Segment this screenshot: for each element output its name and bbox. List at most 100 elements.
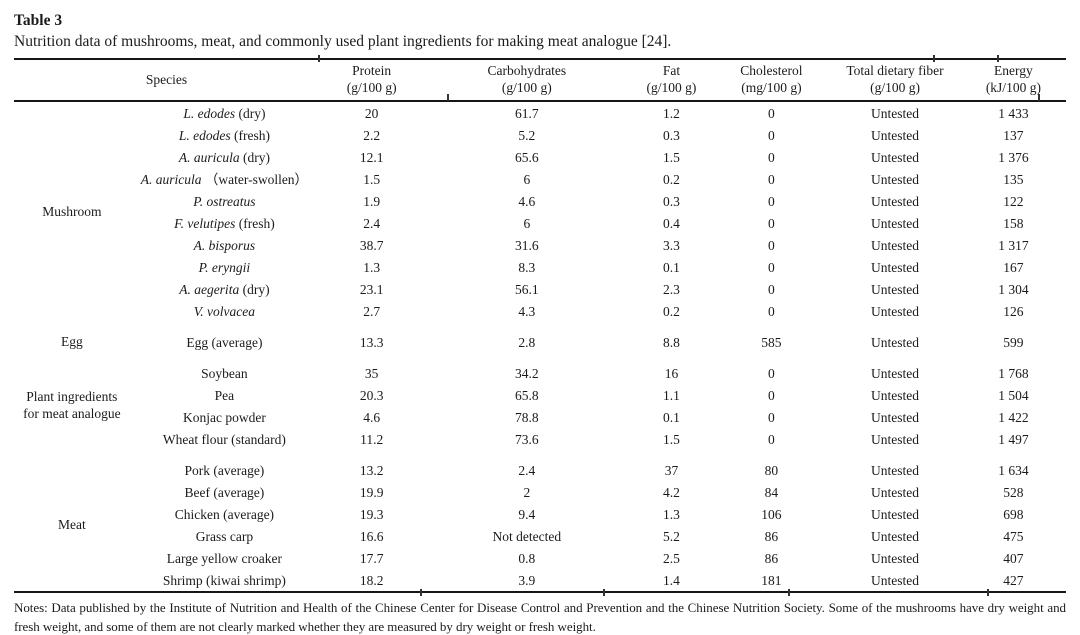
- column-header-fat: Fat (g/100 g): [629, 59, 714, 103]
- value-cell: 17.7: [359, 550, 384, 566]
- value-cell: 35: [364, 365, 379, 381]
- species-cell: Pea: [130, 384, 319, 406]
- species-suffix: (fresh): [233, 127, 270, 143]
- value-cell: 2.3: [663, 281, 680, 297]
- value-cell: Untested: [871, 281, 920, 297]
- table-group: Mushroom L. edodes (dry) 20 61.7 1.2 0 Unteste…: [14, 101, 1066, 322]
- column-title: Energy: [994, 63, 1033, 79]
- value-cell: 9.4: [518, 506, 536, 522]
- column-unit: (g/100 g): [346, 79, 397, 95]
- species-cell: A. auricula （water-swollen）: [130, 168, 319, 190]
- value-cell: 0.1: [663, 409, 680, 425]
- value-cell: 158: [1003, 215, 1024, 231]
- value-cell: 0: [768, 303, 775, 319]
- value-cell: 23.1: [359, 281, 384, 297]
- value-cell: 16: [664, 365, 679, 381]
- species-cell: Wheat flour (standard): [130, 428, 319, 450]
- value-cell: 1 376: [998, 149, 1029, 165]
- column-rule-tick: [987, 589, 989, 597]
- column-title: Cholesterol: [740, 63, 803, 79]
- value-cell: 6: [523, 171, 531, 187]
- value-cell: 4.6: [518, 193, 536, 209]
- species-cell: A. auricula (dry): [130, 146, 319, 168]
- value-cell: 0: [768, 281, 775, 297]
- table-row: Plant ingredients for meat analogue Soybe…: [14, 353, 1066, 422]
- value-cell: Not detected: [492, 528, 562, 544]
- value-cell: 12.1: [359, 149, 384, 165]
- value-cell: 65.6: [515, 149, 539, 165]
- column-rule-tick: [997, 55, 999, 63]
- value-cell: 0: [768, 127, 775, 143]
- value-cell: 0.3: [663, 193, 680, 209]
- value-cell: 16.6: [359, 528, 384, 544]
- table-row: F. velutipes (fresh) 2.4 6 0.4 0 Untested 158: [14, 212, 1066, 234]
- value-cell: 2.8: [518, 334, 536, 350]
- value-cell: Untested: [871, 572, 920, 588]
- species-cell: L. edodes (dry): [130, 101, 319, 124]
- species-cell: L. edodes (fresh): [130, 124, 319, 146]
- value-cell: 1.5: [363, 171, 381, 187]
- column-rule-tick: [788, 589, 790, 597]
- value-cell: 2.7: [363, 303, 381, 319]
- table-row: Grass carp 16.6 Not detected 5.2 86 Untested 4…: [14, 525, 1066, 547]
- species-suffix: (dry): [242, 281, 270, 297]
- value-cell: 1.5: [663, 149, 680, 165]
- group-label: Mushroom: [42, 203, 102, 219]
- species-cell: Egg (average): [130, 322, 319, 353]
- value-cell: 1 768: [998, 365, 1029, 381]
- value-cell: 5.2: [663, 528, 680, 544]
- value-cell: 1 634: [998, 462, 1029, 478]
- table-group: Plant ingredients for meat analogue Soybe…: [14, 353, 1066, 450]
- column-header-total-dietary-fiber: Total dietary fiber (g/100 g): [829, 59, 961, 103]
- value-cell: Untested: [871, 431, 920, 447]
- value-cell: Untested: [871, 171, 920, 187]
- value-cell: 585: [761, 334, 782, 350]
- value-cell: 0: [768, 105, 775, 121]
- value-cell: 19.3: [359, 506, 384, 522]
- value-cell: Untested: [871, 550, 920, 566]
- value-cell: 181: [761, 572, 782, 588]
- species-name: A. bisporus: [193, 237, 256, 253]
- species-cell: P. eryngii: [130, 256, 319, 278]
- species-cell: V. volvacea: [130, 300, 319, 322]
- species-cell: F. velutipes (fresh): [130, 212, 319, 234]
- table-row: Pea 20.3 65.8 1.1 0 Untested 1 504: [14, 384, 1066, 406]
- value-cell: 4.6: [363, 409, 381, 425]
- table-row: A. auricula （water-swollen） 1.5 6 0.2 0 Untes…: [14, 168, 1066, 190]
- value-cell: 84: [764, 484, 779, 500]
- species-cell: P. ostreatus: [130, 190, 319, 212]
- value-cell: 56.1: [515, 281, 539, 297]
- table-row: Konjac powder 4.6 78.8 0.1 0 Untested 1 422: [14, 406, 1066, 428]
- value-cell: Untested: [871, 365, 920, 381]
- species-name: P. eryngii: [198, 259, 251, 275]
- value-cell: 1 504: [998, 387, 1029, 403]
- value-cell: 65.8: [515, 387, 539, 403]
- value-cell: 2.4: [363, 215, 381, 231]
- value-cell: 126: [1003, 303, 1024, 319]
- value-cell: 0: [768, 237, 775, 253]
- species-name: Egg (average): [186, 334, 263, 350]
- value-cell: 599: [1003, 334, 1024, 350]
- table-notes: Notes: Data published by the Institute o…: [14, 600, 1066, 635]
- value-cell: Untested: [871, 462, 920, 478]
- table-row: Egg Egg (average) 13.3 2.8 8.8 585 Untested 599: [14, 322, 1066, 353]
- value-cell: 427: [1003, 572, 1024, 588]
- value-cell: 20.3: [359, 387, 384, 403]
- species-cell: Chicken (average): [130, 503, 319, 525]
- column-header-carbohydrates: Carbohydrates (g/100 g): [424, 59, 630, 103]
- value-cell: 137: [1003, 127, 1024, 143]
- value-cell: 80: [764, 462, 779, 478]
- value-cell: 0: [768, 387, 775, 403]
- species-cell: Shrimp (kiwai shrimp): [130, 569, 319, 592]
- value-cell: 0: [768, 259, 775, 275]
- value-cell: 1.1: [663, 387, 680, 403]
- column-header-cholesterol: Cholesterol (mg/100 g): [713, 59, 830, 103]
- value-cell: 475: [1003, 528, 1024, 544]
- value-cell: 6: [523, 215, 531, 231]
- column-header-energy: Energy (kJ/100 g): [960, 59, 1066, 103]
- group-label: Egg: [60, 333, 83, 349]
- table-row: P. eryngii 1.3 8.3 0.1 0 Untested 167: [14, 256, 1066, 278]
- species-name: A. auricula: [178, 149, 240, 165]
- value-cell: 0: [768, 193, 775, 209]
